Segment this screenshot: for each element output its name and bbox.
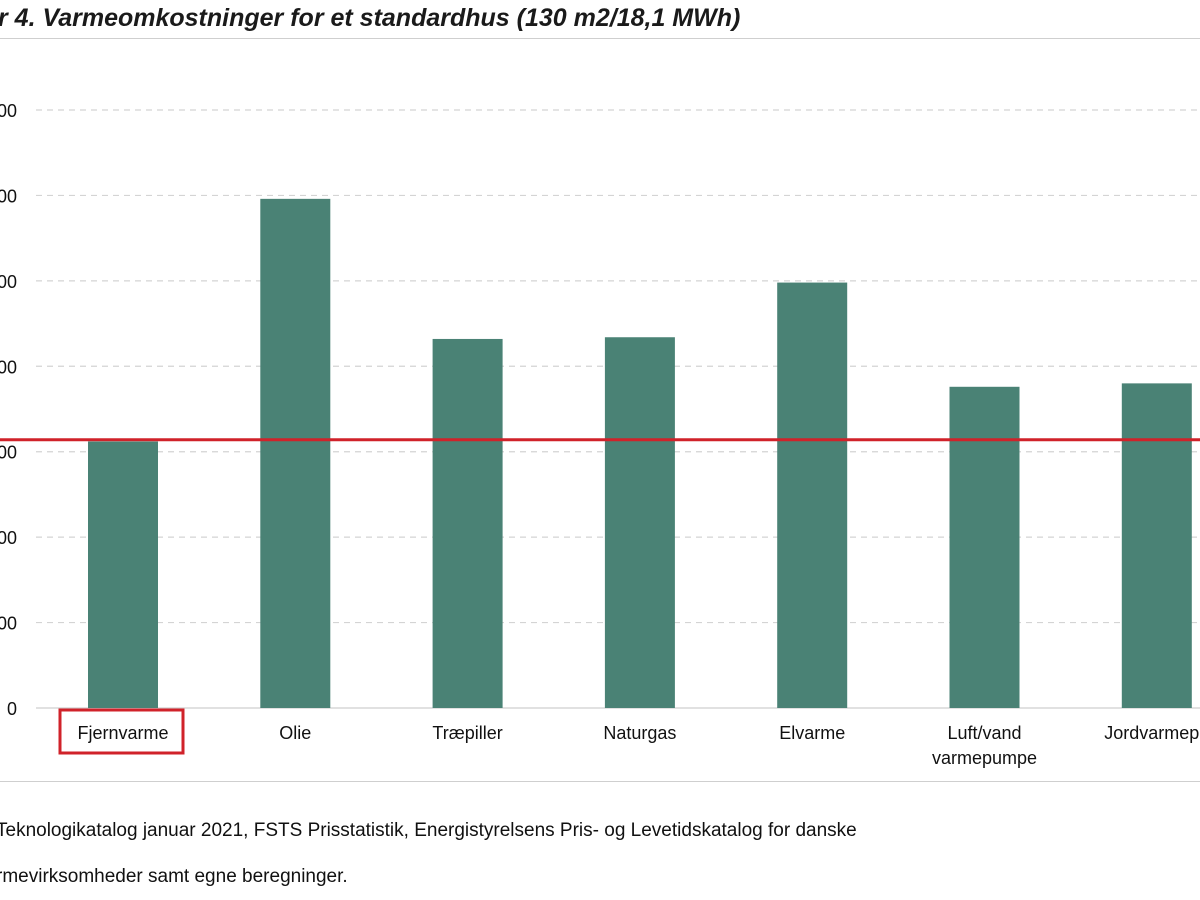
x-tick-label: Olie: [279, 723, 311, 743]
y-tick-label: 00: [0, 272, 17, 292]
x-tick-label: Luft/vand: [947, 723, 1021, 743]
x-tick-label: Træpiller: [432, 723, 502, 743]
bar-luft-vand-varmepumpe: [949, 386, 1020, 708]
bar-olie: [260, 198, 331, 709]
bar-fjernvarme: [88, 441, 158, 708]
title-divider: [0, 38, 1200, 39]
x-tick-label: Fjernvarme: [77, 723, 168, 743]
x-tick-label: Jordvarmepu: [1104, 723, 1200, 743]
x-tick-label: Naturgas: [603, 723, 676, 743]
source-note-line-1: Teknologikatalog januar 2021, FSTS Priss…: [0, 820, 857, 841]
y-tick-label: 00: [0, 614, 17, 634]
highlight-box: [58, 708, 185, 755]
chart-title: r 4. Varmeomkostninger for et standardhu…: [0, 4, 741, 32]
x-tick-label: varmepumpe: [932, 748, 1037, 768]
y-tick-label: 0: [7, 699, 17, 719]
bar-elvarme: [777, 282, 848, 708]
y-tick-label: 00: [0, 357, 17, 377]
y-tick-label: 00: [0, 186, 17, 206]
x-tick-label: Elvarme: [779, 723, 845, 743]
y-tick-label: 00: [0, 528, 17, 548]
bar-træpiller: [432, 338, 503, 708]
bar-naturgas: [604, 337, 675, 708]
y-tick-label: 00: [0, 443, 17, 463]
bar-jordvarmepu: [1121, 383, 1192, 708]
y-tick-label: 00: [0, 101, 17, 121]
footer-divider: [0, 781, 1200, 782]
source-note-line-2: rmevirksomheder samt egne beregninger.: [0, 866, 348, 887]
